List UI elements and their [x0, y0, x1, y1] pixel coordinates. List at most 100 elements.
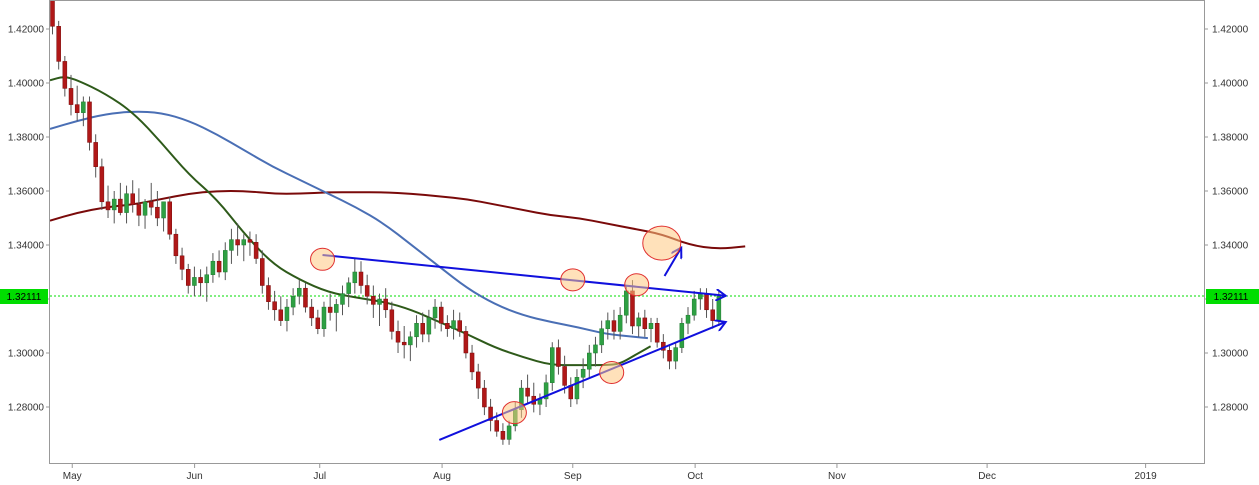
y-tick-label-right: 1.30000 — [1212, 349, 1249, 360]
candle — [297, 280, 302, 305]
candle — [260, 250, 265, 294]
candle — [401, 326, 407, 359]
candle — [420, 312, 425, 343]
candle — [685, 307, 691, 335]
candle-body — [389, 309, 395, 332]
candle — [136, 188, 142, 227]
candle-body — [334, 304, 339, 313]
candle — [352, 258, 358, 294]
candle — [475, 363, 481, 399]
candle-body — [654, 323, 660, 343]
candle-body — [556, 347, 561, 367]
candle-body — [691, 298, 697, 316]
candle-body — [617, 314, 623, 332]
candle-body — [611, 320, 617, 332]
current-price-label-left: 1.32111 — [7, 292, 42, 303]
candle-body — [161, 201, 166, 219]
candle — [56, 20, 61, 70]
candle — [636, 312, 641, 337]
candle — [93, 134, 98, 178]
candle-body — [475, 371, 481, 389]
candle — [272, 290, 277, 321]
y-tick-label-right: 1.38000 — [1212, 133, 1249, 144]
x-tick-label: Sep — [564, 471, 582, 482]
candle-body — [290, 296, 296, 308]
candle-body — [297, 287, 302, 297]
y-tick-label-left: 1.40000 — [8, 79, 45, 90]
candle-body — [710, 309, 715, 321]
candle-body — [148, 201, 154, 208]
y-tick-label-left: 1.42000 — [8, 25, 45, 36]
candle-body — [679, 323, 685, 348]
candle — [179, 247, 185, 281]
candle — [111, 191, 117, 224]
candle-body — [525, 387, 530, 397]
candle-body — [438, 306, 444, 324]
candle — [241, 234, 247, 262]
candle — [426, 309, 432, 343]
candle-body — [432, 306, 438, 319]
candle-body — [229, 239, 234, 251]
candle — [247, 231, 253, 256]
candle-body — [185, 269, 191, 286]
y-tick-label-right: 1.36000 — [1212, 187, 1249, 198]
candle — [148, 182, 154, 216]
candle — [599, 320, 604, 353]
candle-body — [247, 239, 253, 243]
highlight-circle — [624, 273, 650, 297]
candle — [617, 307, 623, 340]
candle-body — [136, 204, 142, 216]
candle — [377, 293, 382, 326]
candle — [284, 299, 290, 332]
candle — [543, 374, 549, 407]
candle — [327, 293, 333, 321]
candle — [667, 344, 672, 370]
x-tick-label: Jul — [313, 471, 326, 482]
candle-body — [482, 387, 487, 408]
candle — [371, 285, 376, 318]
candle — [389, 301, 395, 340]
candle-body — [667, 350, 672, 362]
y-tick-label-right: 1.42000 — [1212, 25, 1249, 36]
candle-body — [167, 201, 172, 235]
highlight-circles — [310, 225, 682, 425]
candle-body — [303, 287, 308, 308]
candle-body — [105, 201, 111, 211]
highlight-circle — [560, 268, 586, 292]
candle — [432, 299, 438, 329]
candle-body — [605, 320, 611, 329]
candle-body — [377, 298, 382, 305]
x-tick-label: Dec — [978, 471, 996, 482]
candle — [506, 420, 512, 445]
candle-body — [352, 271, 358, 284]
candle-body — [118, 198, 123, 213]
candle-body — [93, 142, 98, 167]
candle-body — [223, 250, 228, 273]
moving-average-line-1 — [50, 189, 746, 250]
candle-body — [155, 206, 160, 219]
candle-body — [494, 420, 499, 432]
candle — [130, 180, 135, 213]
y-tick-label-left: 1.30000 — [8, 349, 45, 360]
candle — [229, 228, 234, 264]
candle-body — [562, 366, 567, 386]
x-tick-label: Nov — [828, 471, 846, 482]
candle-body — [371, 296, 376, 305]
candle — [605, 312, 611, 340]
candle-body — [401, 341, 407, 346]
candle-body — [463, 331, 469, 354]
candle-body — [488, 406, 493, 421]
candle — [580, 358, 586, 389]
y-tick-label-left: 1.28000 — [8, 403, 45, 414]
candle-body — [574, 377, 580, 400]
candle-body — [445, 323, 450, 329]
candle-body — [500, 431, 506, 440]
candle-body — [241, 239, 247, 246]
plot-frame — [49, 0, 1205, 464]
x-axis: May Jun Jul Aug Sep Oct Nov Dec 2019 — [63, 463, 1157, 482]
candle-body — [142, 201, 148, 216]
candle-body — [266, 285, 271, 302]
candle-body — [173, 233, 179, 257]
candle — [451, 309, 456, 340]
